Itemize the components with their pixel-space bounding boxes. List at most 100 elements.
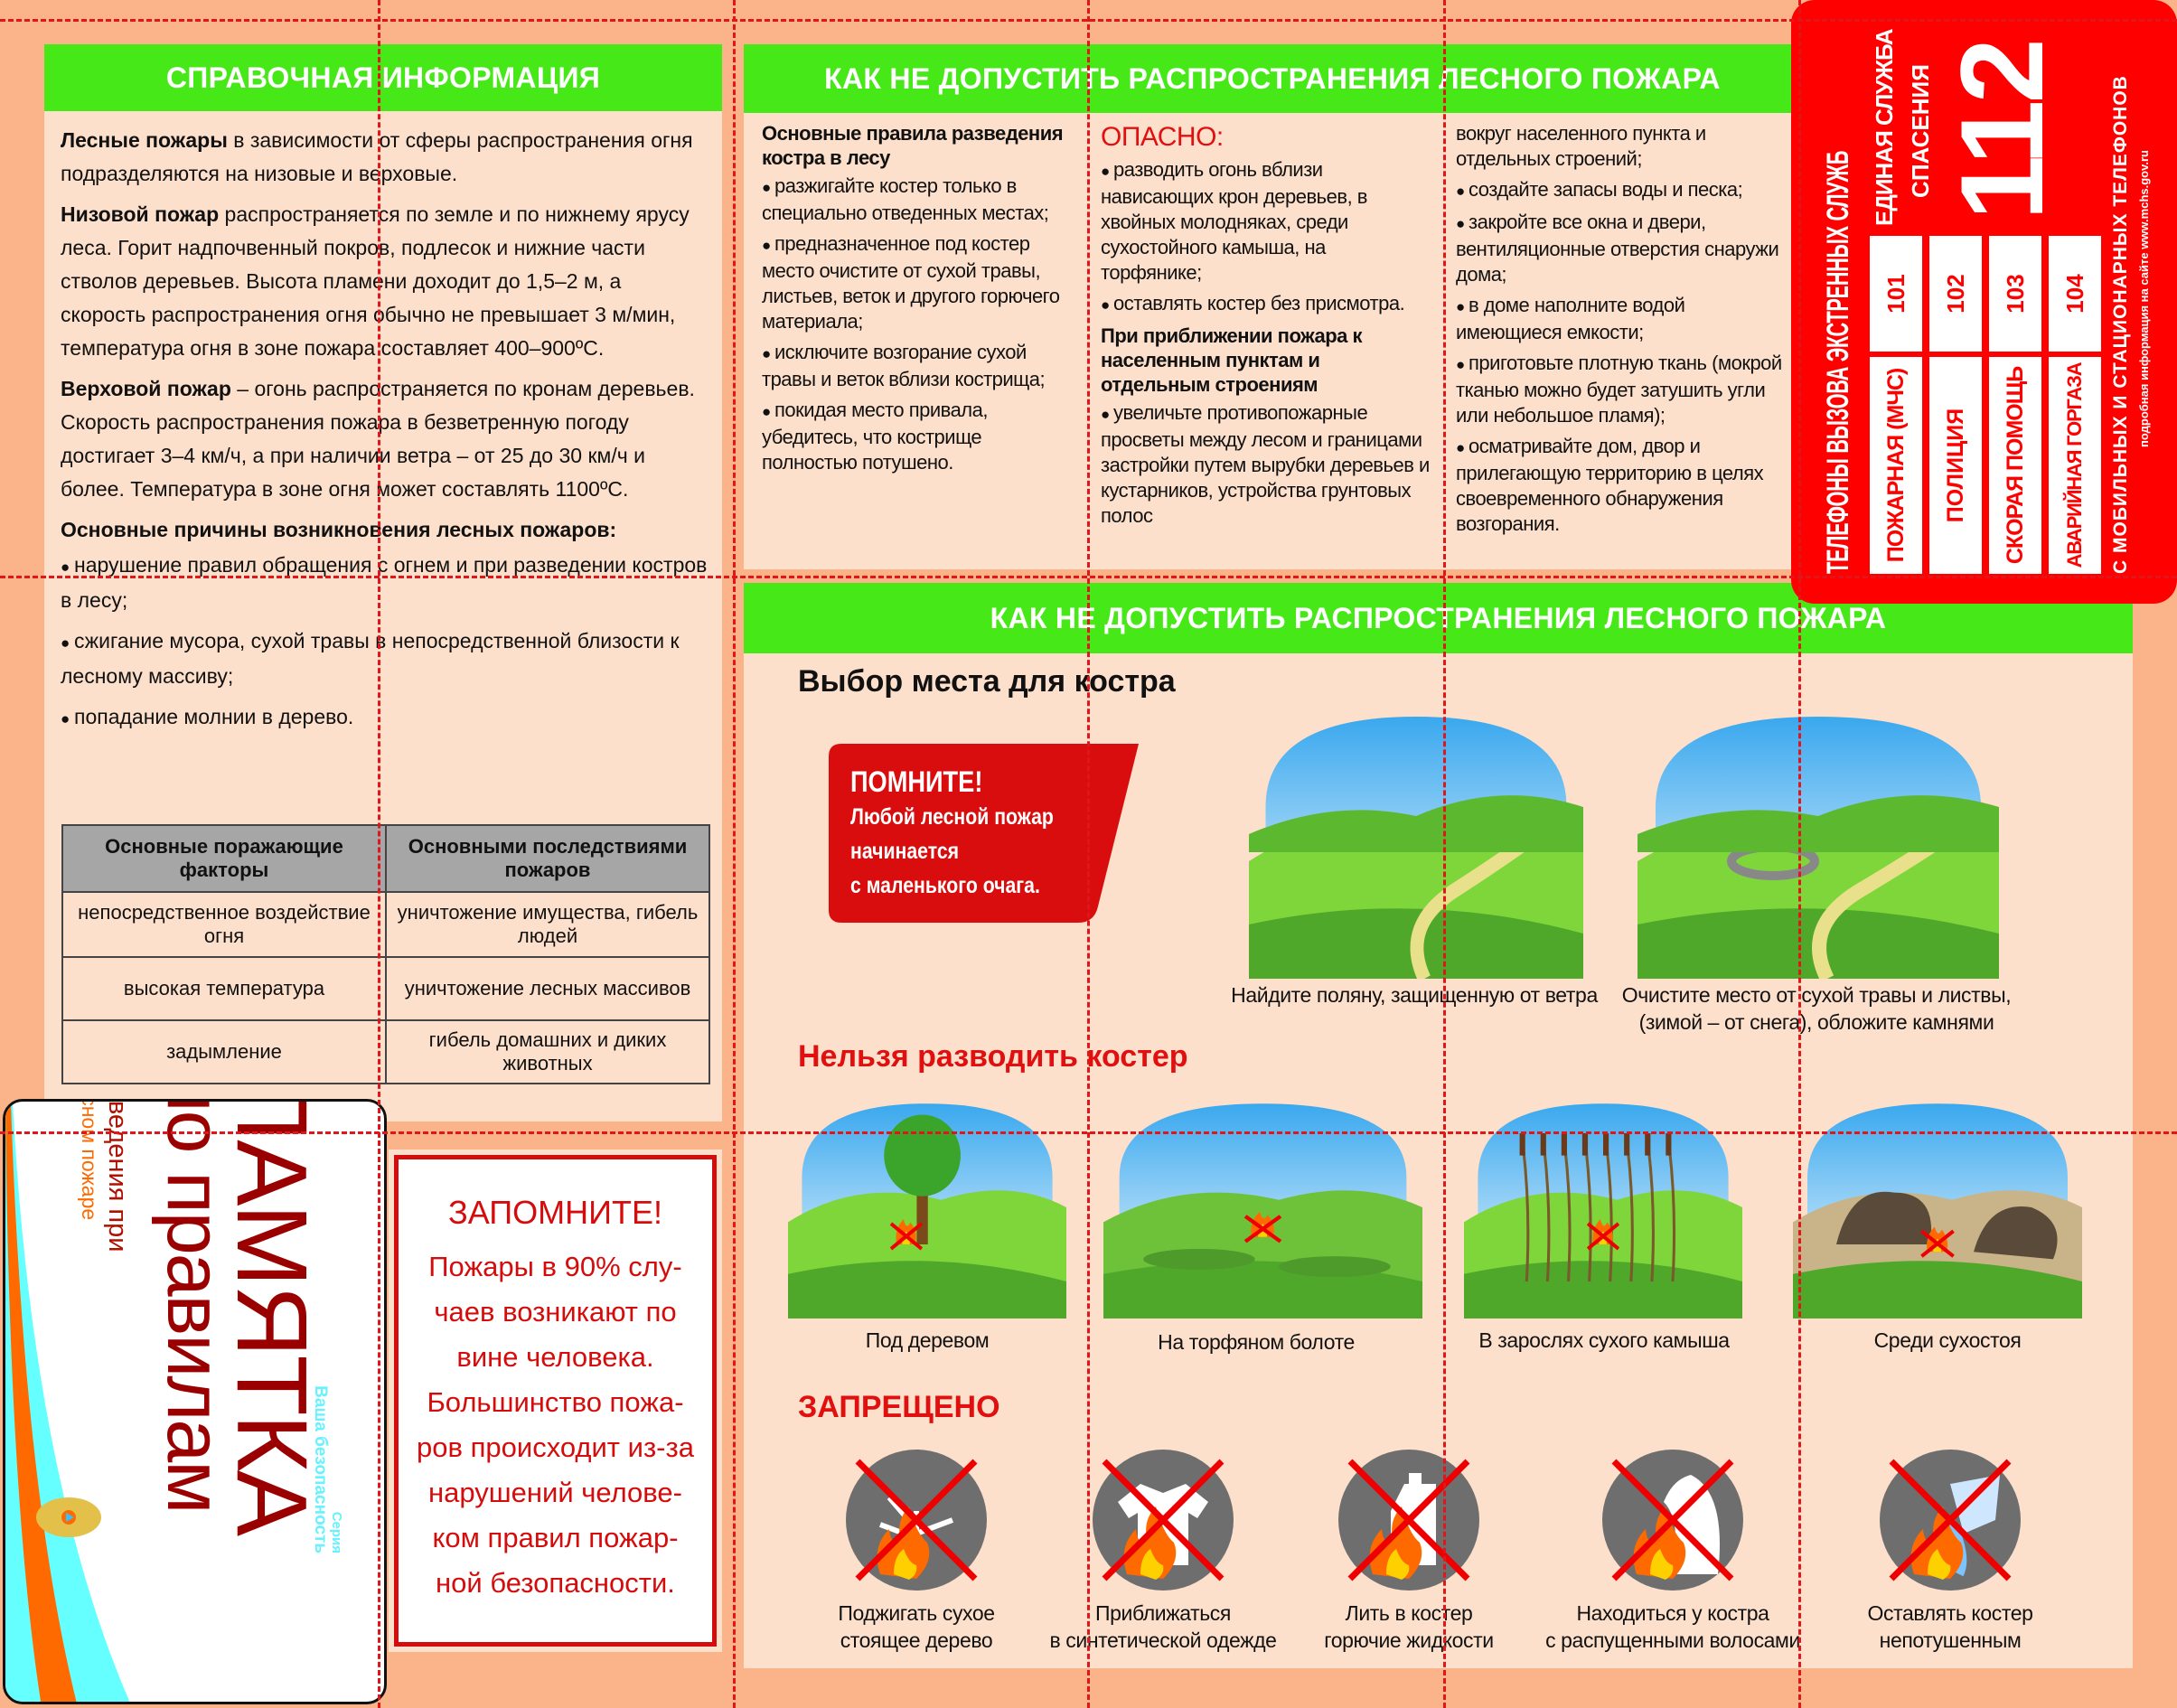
table-header: Основные поражающие факторы (61, 824, 387, 893)
table-cell: уничтожение имущества, гибель людей (385, 891, 710, 958)
term: Низовой пожар (61, 202, 220, 226)
cut-line (0, 576, 2177, 578)
measure-item: приготовьте плотную ткань (мокрой тканью… (1456, 351, 1792, 428)
prevention-header: КАК НЕ ДОПУСТИТЬ РАСПРОСТРАНЕНИЯ ЛЕСНОГО… (744, 44, 1801, 113)
cover-stripes (5, 1102, 130, 1702)
rule-item: покидая место привала, убедитесь, что ко… (762, 398, 1074, 475)
cause-item: попадание молнии в дерево. (61, 700, 711, 736)
mchs-emblem-icon (36, 1497, 101, 1537)
synthetic-clothes-icon (1091, 1448, 1235, 1592)
danger-item: оставлять костер без присмотра. (1101, 291, 1431, 318)
term: Верховой пожар (61, 377, 231, 400)
stone-ring-illustration (1637, 708, 1999, 979)
cut-line (1443, 0, 1446, 1708)
service-row: ПОЖАРНАЯ (МЧС) 101 (1870, 230, 1922, 574)
choice-title: Выбор места для костра (798, 664, 1176, 699)
memo-title: ПАМЯТКА (216, 1099, 327, 1535)
unified-line: СПАСЕНИЯ (1907, 64, 1934, 198)
measure-item: осматривайте дом, двор и прилегающую тер… (1456, 434, 1792, 537)
forbidden-caption: Оставлять костер непотушенным (1867, 1601, 2033, 1652)
site-note: подробная информация на сайте www.mchs.g… (2137, 150, 2151, 447)
danger-item: разводить огонь вблизи нависающих крон д… (1101, 157, 1431, 286)
memo-cover: Серия Ваша безопасность ПАМЯТКА по прави… (3, 1099, 387, 1704)
cut-line (733, 0, 736, 1708)
prohibition-graphic (1093, 1450, 1234, 1591)
memo-text: Серия Ваша безопасность ПАМЯТКА по прави… (25, 1099, 369, 1576)
scene-graphic (1249, 717, 1583, 979)
unified-service: ЕДИНАЯ СЛУЖБА СПАСЕНИЯ 112 (1866, 29, 2068, 226)
notice-line: ров происходит из-за (417, 1431, 694, 1463)
danger-column: ОПАСНО: разводить огонь вблизи нависающи… (1101, 121, 1431, 534)
water-bucket-icon (1878, 1448, 2022, 1592)
reference-panel: СПРАВОЧНАЯ ИНФОРМАЦИЯ Лесные пожары в за… (44, 44, 722, 1121)
peat-bog-illustration (1103, 1096, 1422, 1319)
cause-item: сжигание мусора, сухой травы в непосредс… (61, 624, 711, 693)
service-row: СКОРАЯ ПОМОЩЬ 103 (1989, 230, 2041, 574)
campfire-rules-column: Основные правила разведения костра в лес… (762, 121, 1074, 481)
under-tree-illustration (788, 1096, 1066, 1319)
scene-graphic (1103, 1103, 1422, 1319)
paragraph: Верховой пожар – огонь распространяется … (61, 372, 711, 506)
scene-graphic (1793, 1103, 2082, 1319)
unified-line: ЕДИНАЯ СЛУЖБА (1871, 29, 1898, 226)
definition: – огонь распространяется по кронам дерев… (61, 377, 695, 501)
remember-line: Любой лесной пожар (850, 804, 1054, 830)
table-header: Основными последствиями пожаров (385, 824, 710, 893)
measures-column: вокруг населенного пункта и отдельных ст… (1456, 121, 1792, 542)
unified-number: 112 (1936, 42, 2068, 221)
cut-line (0, 1131, 2177, 1134)
term: Лесные пожары (61, 128, 228, 152)
measure-item: в доме наполните водой имеющиеся емкости… (1456, 293, 1792, 345)
factors-table: Основные поражающие факторы Основными пос… (61, 824, 710, 1084)
approach-item: увеличьте противопожарные просветы между… (1101, 400, 1431, 529)
dry-reeds-illustration (1464, 1096, 1742, 1319)
notice-line: Пожары в 90% слу- (428, 1251, 682, 1282)
dry-tree-icon (844, 1448, 989, 1592)
notice-line: ной безопасности. (436, 1567, 675, 1599)
table-row: непосредственное воздействие огня уничтож… (61, 891, 710, 958)
notice-line: Большинство пожа- (427, 1386, 684, 1418)
remember-title: ПОМНИТЕ! (850, 765, 983, 798)
scene-graphic (788, 1103, 1066, 1319)
notice-line: ком правил пожар- (432, 1522, 679, 1553)
rule-item: исключите возгорание сухой травы и веток… (762, 340, 1074, 392)
choice-caption: Очистите место от сухой травы и листвы,(… (1621, 983, 2012, 1034)
campfire-rules-title: Основные правила разведения костра в лес… (762, 122, 1064, 169)
forbidden-caption: Лить в костер горючие жидкости (1324, 1601, 1494, 1652)
table-cell: задымление (61, 1019, 387, 1084)
paragraph: Лесные пожары в зависимости от сферы рас… (61, 124, 711, 191)
cut-line (378, 0, 380, 1708)
notice-box: ЗАПОМНИТЕ! Пожары в 90% слу- чаев возник… (394, 1155, 717, 1647)
flammable-liquid-icon (1337, 1448, 1481, 1592)
table-cell: уничтожение лесных массивов (385, 956, 710, 1021)
no-fire-caption: На торфяном болоте (1158, 1330, 1355, 1354)
prohibition-graphic (1880, 1450, 2021, 1591)
no-fire-caption: Под деревом (865, 1328, 990, 1352)
phones-content: ТЕЛЕФОНЫ ВЫЗОВА ЭКСТРЕННЫХ СЛУЖБ ПОЖАРНА… (1803, 29, 2164, 574)
approach-title: При приближении пожара к населенным пунк… (1101, 324, 1363, 396)
loose-hair-icon (1600, 1448, 1745, 1592)
scene-graphic (1464, 1103, 1742, 1319)
service-row: АВАРИЙНАЯ ГОРГАЗА 104 (2049, 230, 2101, 574)
memo-line: лесном пожаре (78, 1099, 101, 1221)
no-fire-caption: В зарослях сухого камыша (1478, 1328, 1730, 1352)
table-row: задымление гибель домашних и диких животн… (61, 1019, 710, 1084)
prevention-panel: КАК НЕ ДОПУСТИТЬ РАСПРОСТРАНЕНИЯ ЛЕСНОГО… (744, 44, 1801, 569)
cause-item: нарушение правил обращения с огнем и при… (61, 549, 711, 617)
forbidden-caption: Находиться у костра с распущенными волоса… (1545, 1601, 1800, 1652)
table-cell: непосредственное воздействие огня (61, 891, 387, 958)
paragraph: Низовой пожар распространяется по земле … (61, 198, 711, 365)
definition: в зависимости от сферы распространения о… (61, 128, 693, 185)
campfire-icon (889, 1219, 924, 1251)
meadow-illustration (1249, 708, 1583, 979)
rule-item: предназначенное под костер место очистит… (762, 231, 1074, 334)
notice-line: нарушений челове- (428, 1477, 682, 1508)
cut-line (1087, 0, 1090, 1708)
cut-line (0, 19, 2177, 22)
services-table: ПОЖАРНАЯ (МЧС) 101 ПОЛИЦИЯ 102 СКОРАЯ ПОМО… (1870, 230, 2101, 574)
causes-title: Основные причины возникновения лесных по… (61, 518, 617, 541)
remember-text: ПОМНИТЕ! Любой лесной пожар начинается с… (850, 764, 1090, 903)
cut-line (1798, 0, 1801, 1708)
table-cell: гибель домашних и диких животных (385, 1019, 710, 1084)
choice-caption: Найдите поляну, защищенную от ветра (1231, 983, 1598, 1007)
